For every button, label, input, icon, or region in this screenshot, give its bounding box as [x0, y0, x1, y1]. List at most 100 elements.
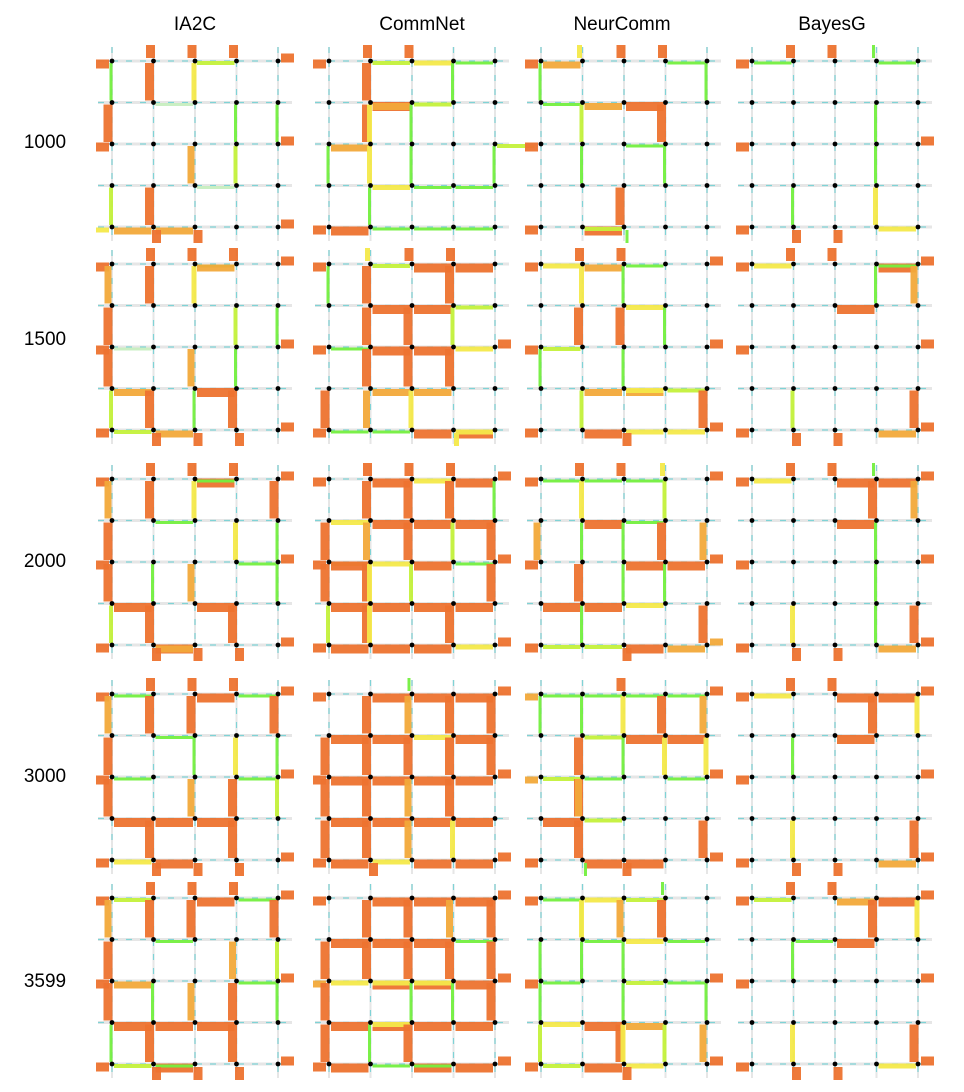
panel-ia2c-2000 [92, 457, 302, 661]
panel-neurcomm-1000 [521, 39, 731, 243]
intersection-node [492, 476, 498, 482]
intersection-node [492, 895, 498, 901]
intersection-node [791, 774, 796, 780]
intersection-node [451, 857, 456, 863]
intersection-node [326, 386, 332, 391]
intersection-node [409, 518, 415, 523]
intersection-node [151, 895, 156, 901]
intersection-node [538, 733, 544, 738]
intersection-node [192, 895, 198, 901]
intersection-node [832, 816, 838, 821]
intersection-node [109, 58, 115, 64]
intersection-node [109, 691, 115, 697]
intersection-node [704, 427, 710, 433]
intersection-node [109, 601, 115, 606]
intersection-node [704, 774, 710, 780]
intersection-node [663, 476, 668, 482]
intersection-node [621, 58, 627, 64]
intersection-node [538, 895, 544, 901]
intersection-node [451, 58, 456, 64]
intersection-node [368, 476, 373, 482]
panel-commnet-3000 [309, 672, 519, 876]
intersection-node [704, 601, 710, 606]
intersection-node [704, 344, 710, 350]
intersection-node [275, 937, 281, 942]
intersection-node [409, 559, 415, 565]
intersection-node [663, 895, 668, 901]
intersection-node [368, 857, 373, 863]
intersection-node [832, 691, 838, 697]
intersection-node [109, 978, 115, 984]
intersection-node [451, 816, 456, 821]
intersection-node [915, 1061, 921, 1067]
intersection-node [538, 857, 544, 863]
intersection-node [151, 733, 156, 738]
intersection-node [368, 100, 373, 105]
intersection-node [663, 224, 668, 230]
intersection-node [580, 261, 585, 267]
intersection-node [915, 774, 921, 780]
intersection-node [915, 733, 921, 738]
intersection-node [151, 937, 156, 942]
intersection-node [538, 601, 544, 606]
intersection-node [409, 895, 415, 901]
intersection-node [791, 601, 796, 606]
intersection-node [749, 774, 755, 780]
intersection-node [151, 261, 156, 267]
intersection-node [275, 427, 281, 433]
intersection-node [621, 427, 627, 433]
intersection-node [192, 58, 198, 64]
intersection-node [791, 1061, 796, 1067]
intersection-node [580, 774, 585, 780]
intersection-node [409, 601, 415, 606]
intersection-node [192, 559, 198, 565]
intersection-node [151, 476, 156, 482]
intersection-node [538, 476, 544, 482]
intersection-node [663, 857, 668, 863]
intersection-node [621, 691, 627, 697]
intersection-node [192, 476, 198, 482]
intersection-node [621, 100, 627, 105]
intersection-node [234, 224, 239, 230]
intersection-node [326, 303, 332, 308]
intersection-node [492, 1020, 498, 1025]
intersection-node [151, 774, 156, 780]
intersection-node [409, 141, 415, 147]
intersection-node [538, 559, 544, 565]
intersection-node [451, 601, 456, 606]
panel-commnet-1500 [309, 242, 519, 446]
intersection-node [192, 100, 198, 105]
intersection-node [368, 559, 373, 565]
intersection-node [234, 1061, 239, 1067]
intersection-node [151, 386, 156, 391]
intersection-node [409, 183, 415, 188]
intersection-node [874, 601, 879, 606]
intersection-node [538, 183, 544, 188]
intersection-node [234, 816, 239, 821]
intersection-node [109, 733, 115, 738]
intersection-node [874, 224, 879, 230]
intersection-node [192, 427, 198, 433]
intersection-node [621, 224, 627, 230]
intersection-node [621, 978, 627, 984]
intersection-node [492, 1061, 498, 1067]
intersection-node [109, 518, 115, 523]
intersection-node [915, 559, 921, 565]
intersection-node [234, 642, 239, 648]
intersection-node [704, 816, 710, 821]
intersection-node [151, 427, 156, 433]
intersection-node [234, 518, 239, 523]
intersection-node [409, 58, 415, 64]
intersection-node [538, 100, 544, 105]
intersection-node [275, 733, 281, 738]
intersection-node [832, 642, 838, 648]
intersection-node [192, 642, 198, 648]
intersection-node [409, 303, 415, 308]
intersection-node [580, 141, 585, 147]
intersection-node [663, 1061, 668, 1067]
intersection-node [915, 816, 921, 821]
intersection-node [621, 386, 627, 391]
intersection-node [151, 518, 156, 523]
intersection-node [326, 100, 332, 105]
intersection-node [704, 183, 710, 188]
